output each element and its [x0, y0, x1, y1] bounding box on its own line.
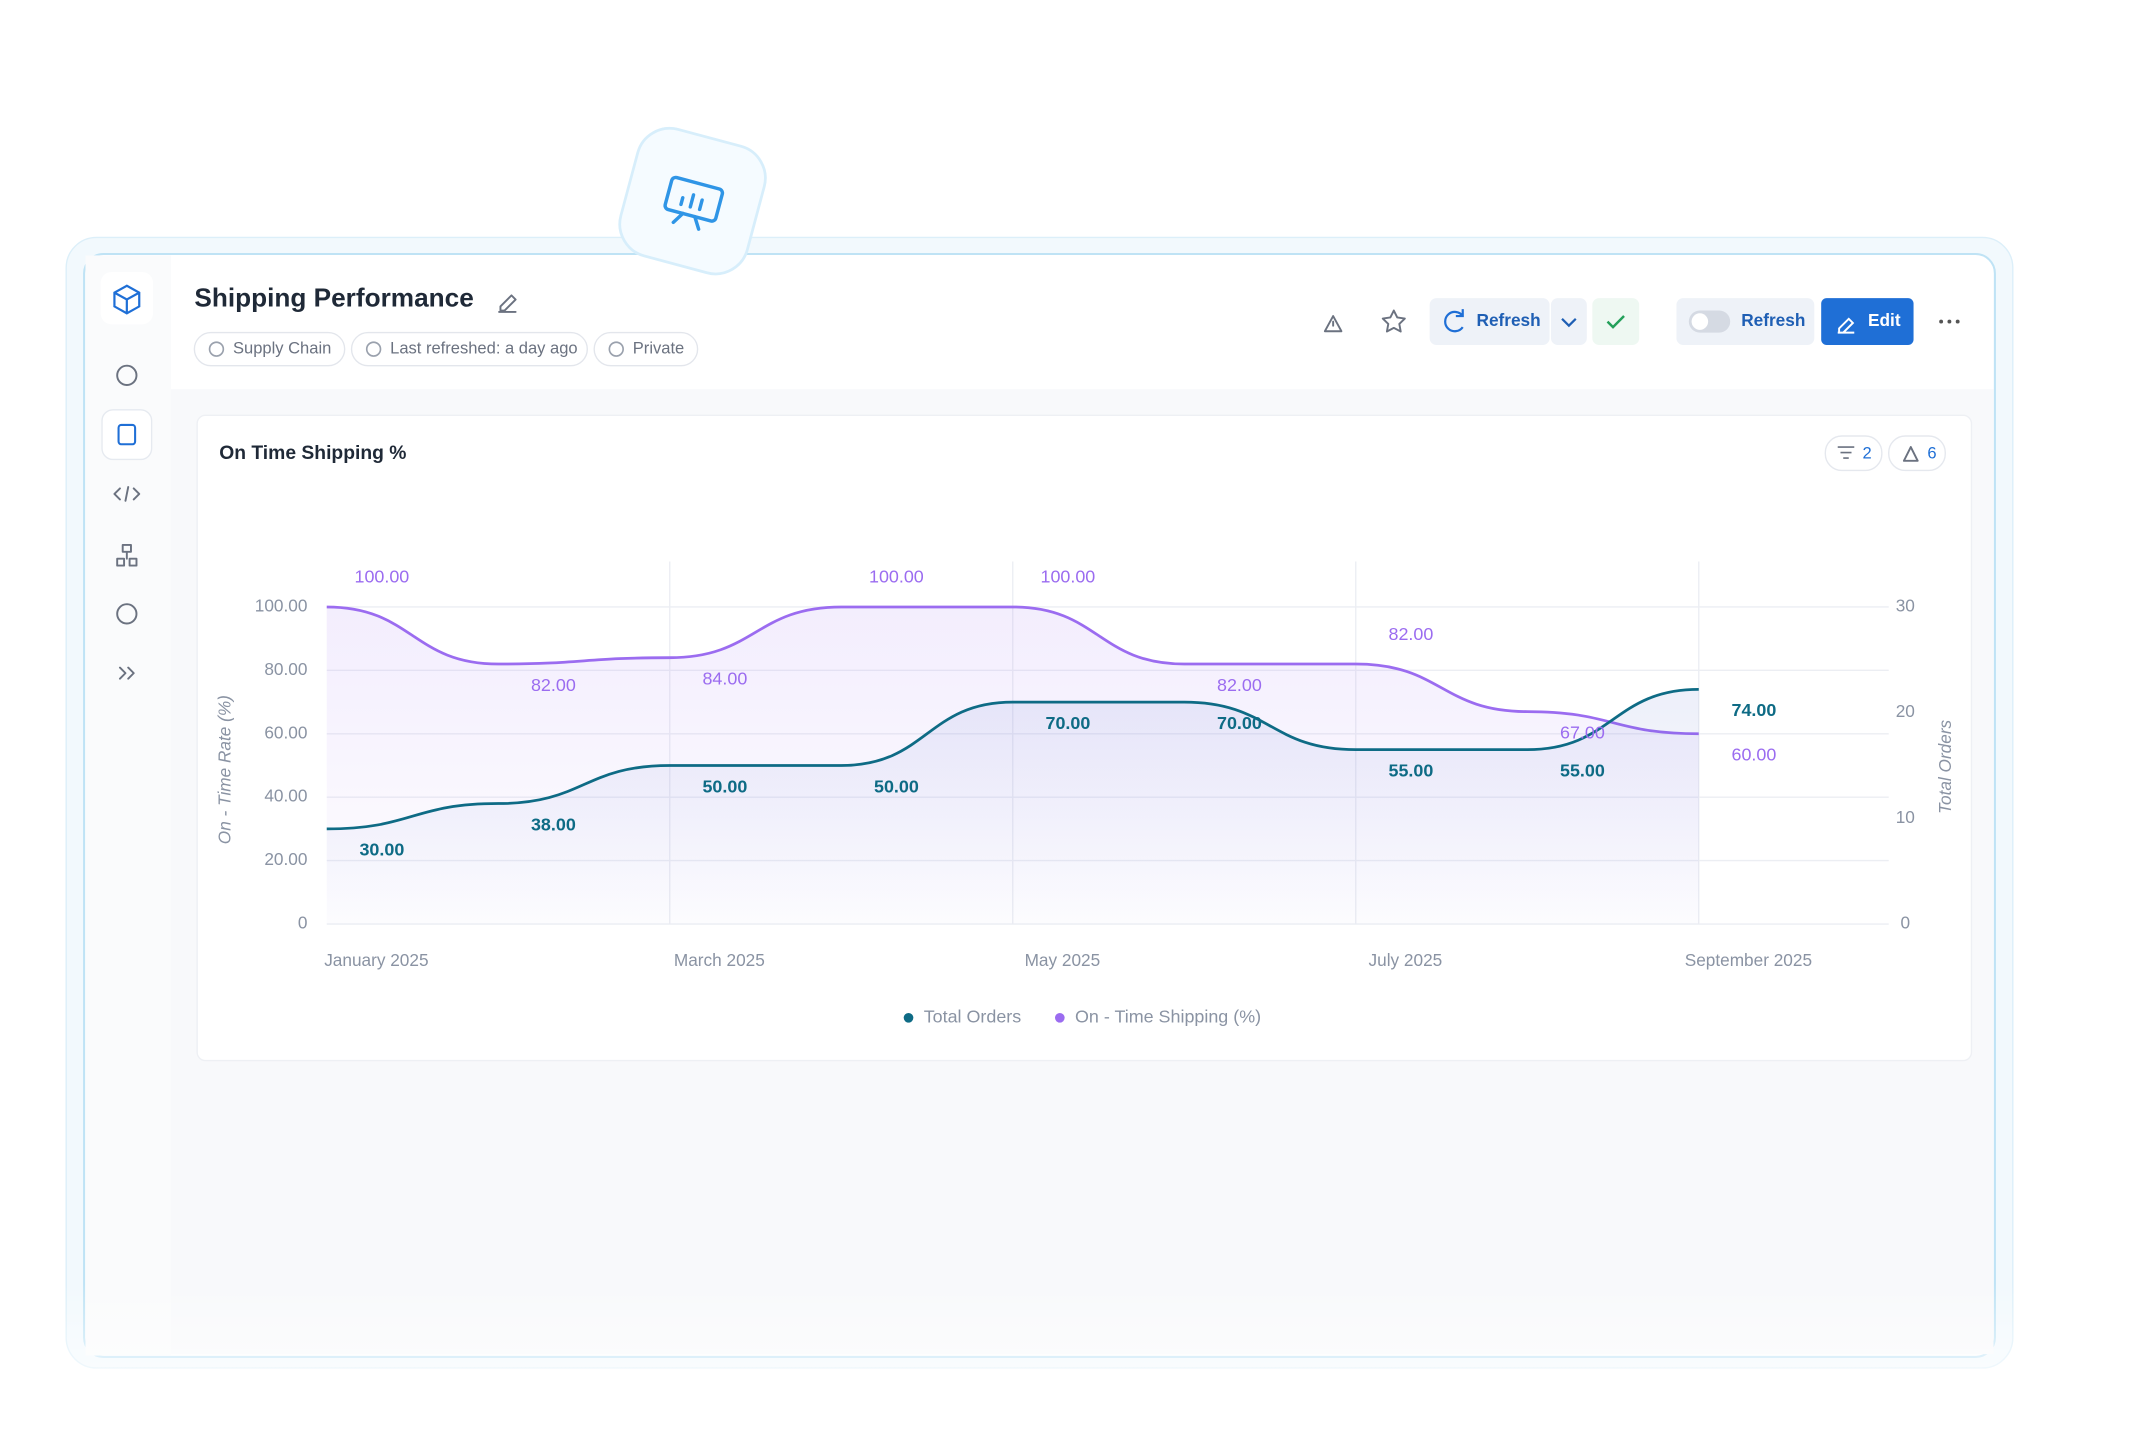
data-label: 60.00	[1732, 745, 1777, 765]
filter-count: 2	[1863, 443, 1872, 462]
series-line	[326, 688, 1699, 831]
data-label: 70.00	[1045, 713, 1090, 733]
logo	[113, 284, 141, 315]
series-area	[326, 689, 1699, 925]
data-label: 82.00	[531, 675, 576, 695]
report-icon[interactable]	[117, 423, 137, 446]
hierarchy-icon[interactable]	[116, 543, 138, 567]
auto-refresh-label: Refresh	[1741, 310, 1805, 330]
data-label: 67.00	[1560, 722, 1605, 742]
tag	[593, 331, 699, 367]
alert-count: 6	[1927, 443, 1936, 462]
bottom-fade	[55, 1048, 2096, 1440]
edit-label: Edit	[1868, 310, 1901, 330]
active-nav[interactable]	[101, 409, 153, 461]
data-label: 30.00	[359, 840, 404, 860]
data-label: 70.00	[1217, 713, 1262, 733]
refresh-dropdown[interactable]	[1550, 298, 1587, 346]
y-tick-label: 80.00	[264, 659, 307, 679]
tag-icon	[208, 341, 225, 357]
y2-axis-label: Total Orders	[1935, 719, 1955, 813]
series-line	[326, 605, 1699, 736]
code-icon[interactable]	[113, 486, 141, 502]
x-tick-label: September 2025	[1685, 950, 1812, 970]
legend-label: On - Time Shipping (%)	[1075, 1007, 1261, 1027]
confirm-button[interactable]	[1592, 298, 1640, 346]
x-tick-label: January 2025	[324, 950, 428, 970]
tag-label: Private	[633, 339, 684, 358]
alert-badge[interactable]	[1888, 435, 1946, 472]
legend-swatch	[903, 1012, 914, 1023]
y2-tick-label: 20	[1896, 701, 1915, 721]
alert-button[interactable]	[1323, 315, 1343, 333]
x-tick-label: May 2025	[1025, 950, 1101, 970]
y2-tick-label: 10	[1896, 807, 1915, 827]
data-label: 84.00	[702, 668, 747, 688]
data-label: 100.00	[354, 567, 409, 587]
x-tick-label: July 2025	[1369, 950, 1443, 970]
chat-icon[interactable]	[116, 364, 138, 386]
check-icon	[1606, 315, 1625, 329]
edit-icon	[1837, 317, 1855, 334]
data-label: 100.00	[1041, 567, 1096, 587]
auto-refresh[interactable]	[1676, 298, 1815, 346]
tag-icon	[365, 341, 382, 357]
data-label: 82.00	[1217, 675, 1262, 695]
edit-title-icon[interactable]	[498, 294, 517, 313]
tag-label: Last refreshed: a day ago	[390, 339, 577, 358]
data-label: 55.00	[1388, 760, 1433, 780]
data-label: 82.00	[1388, 624, 1433, 644]
y-tick-label: 60.00	[264, 722, 307, 742]
y2-tick-label: 0	[1900, 913, 1910, 933]
refresh-label: Refresh	[1477, 310, 1541, 330]
expand-icon[interactable]	[118, 666, 135, 680]
chart-title: On Time Shipping %	[219, 443, 406, 464]
data-label: 100.00	[869, 567, 924, 587]
legend-label: Total Orders	[924, 1007, 1022, 1027]
toggle-knob	[1691, 313, 1709, 330]
logo-box	[100, 271, 154, 325]
tag	[193, 331, 346, 367]
refresh-icon	[1444, 309, 1464, 333]
y-tick-label: 0	[298, 913, 308, 933]
filter-badge[interactable]	[1824, 435, 1883, 472]
y-tick-label: 40.00	[264, 786, 307, 806]
settings-icon[interactable]	[116, 603, 138, 625]
tag	[350, 331, 588, 367]
y-tick-label: 20.00	[264, 849, 307, 869]
x-tick-label: March 2025	[674, 950, 765, 970]
page-title: Shipping Performance	[194, 282, 473, 312]
data-label: 74.00	[1732, 700, 1777, 720]
data-label: 50.00	[874, 776, 919, 796]
tag-label: Supply Chain	[233, 339, 331, 358]
alert-icon	[1902, 446, 1919, 462]
presentation-icon	[663, 175, 725, 231]
legend-swatch	[1054, 1012, 1065, 1023]
data-label: 38.00	[531, 814, 576, 834]
y-axis-label: On - Time Rate (%)	[215, 695, 235, 844]
chevron	[1561, 318, 1577, 328]
favorite-button[interactable]	[1381, 309, 1406, 333]
data-label: 55.00	[1560, 760, 1605, 780]
data-label: 50.00	[702, 776, 747, 796]
y2-tick-label: 30	[1896, 595, 1915, 615]
tag-icon	[608, 341, 624, 357]
refresh-button[interactable]	[1429, 298, 1550, 346]
filter-icon	[1837, 446, 1855, 459]
y-tick-label: 100.00	[255, 595, 308, 615]
more-button[interactable]	[1939, 319, 1960, 324]
